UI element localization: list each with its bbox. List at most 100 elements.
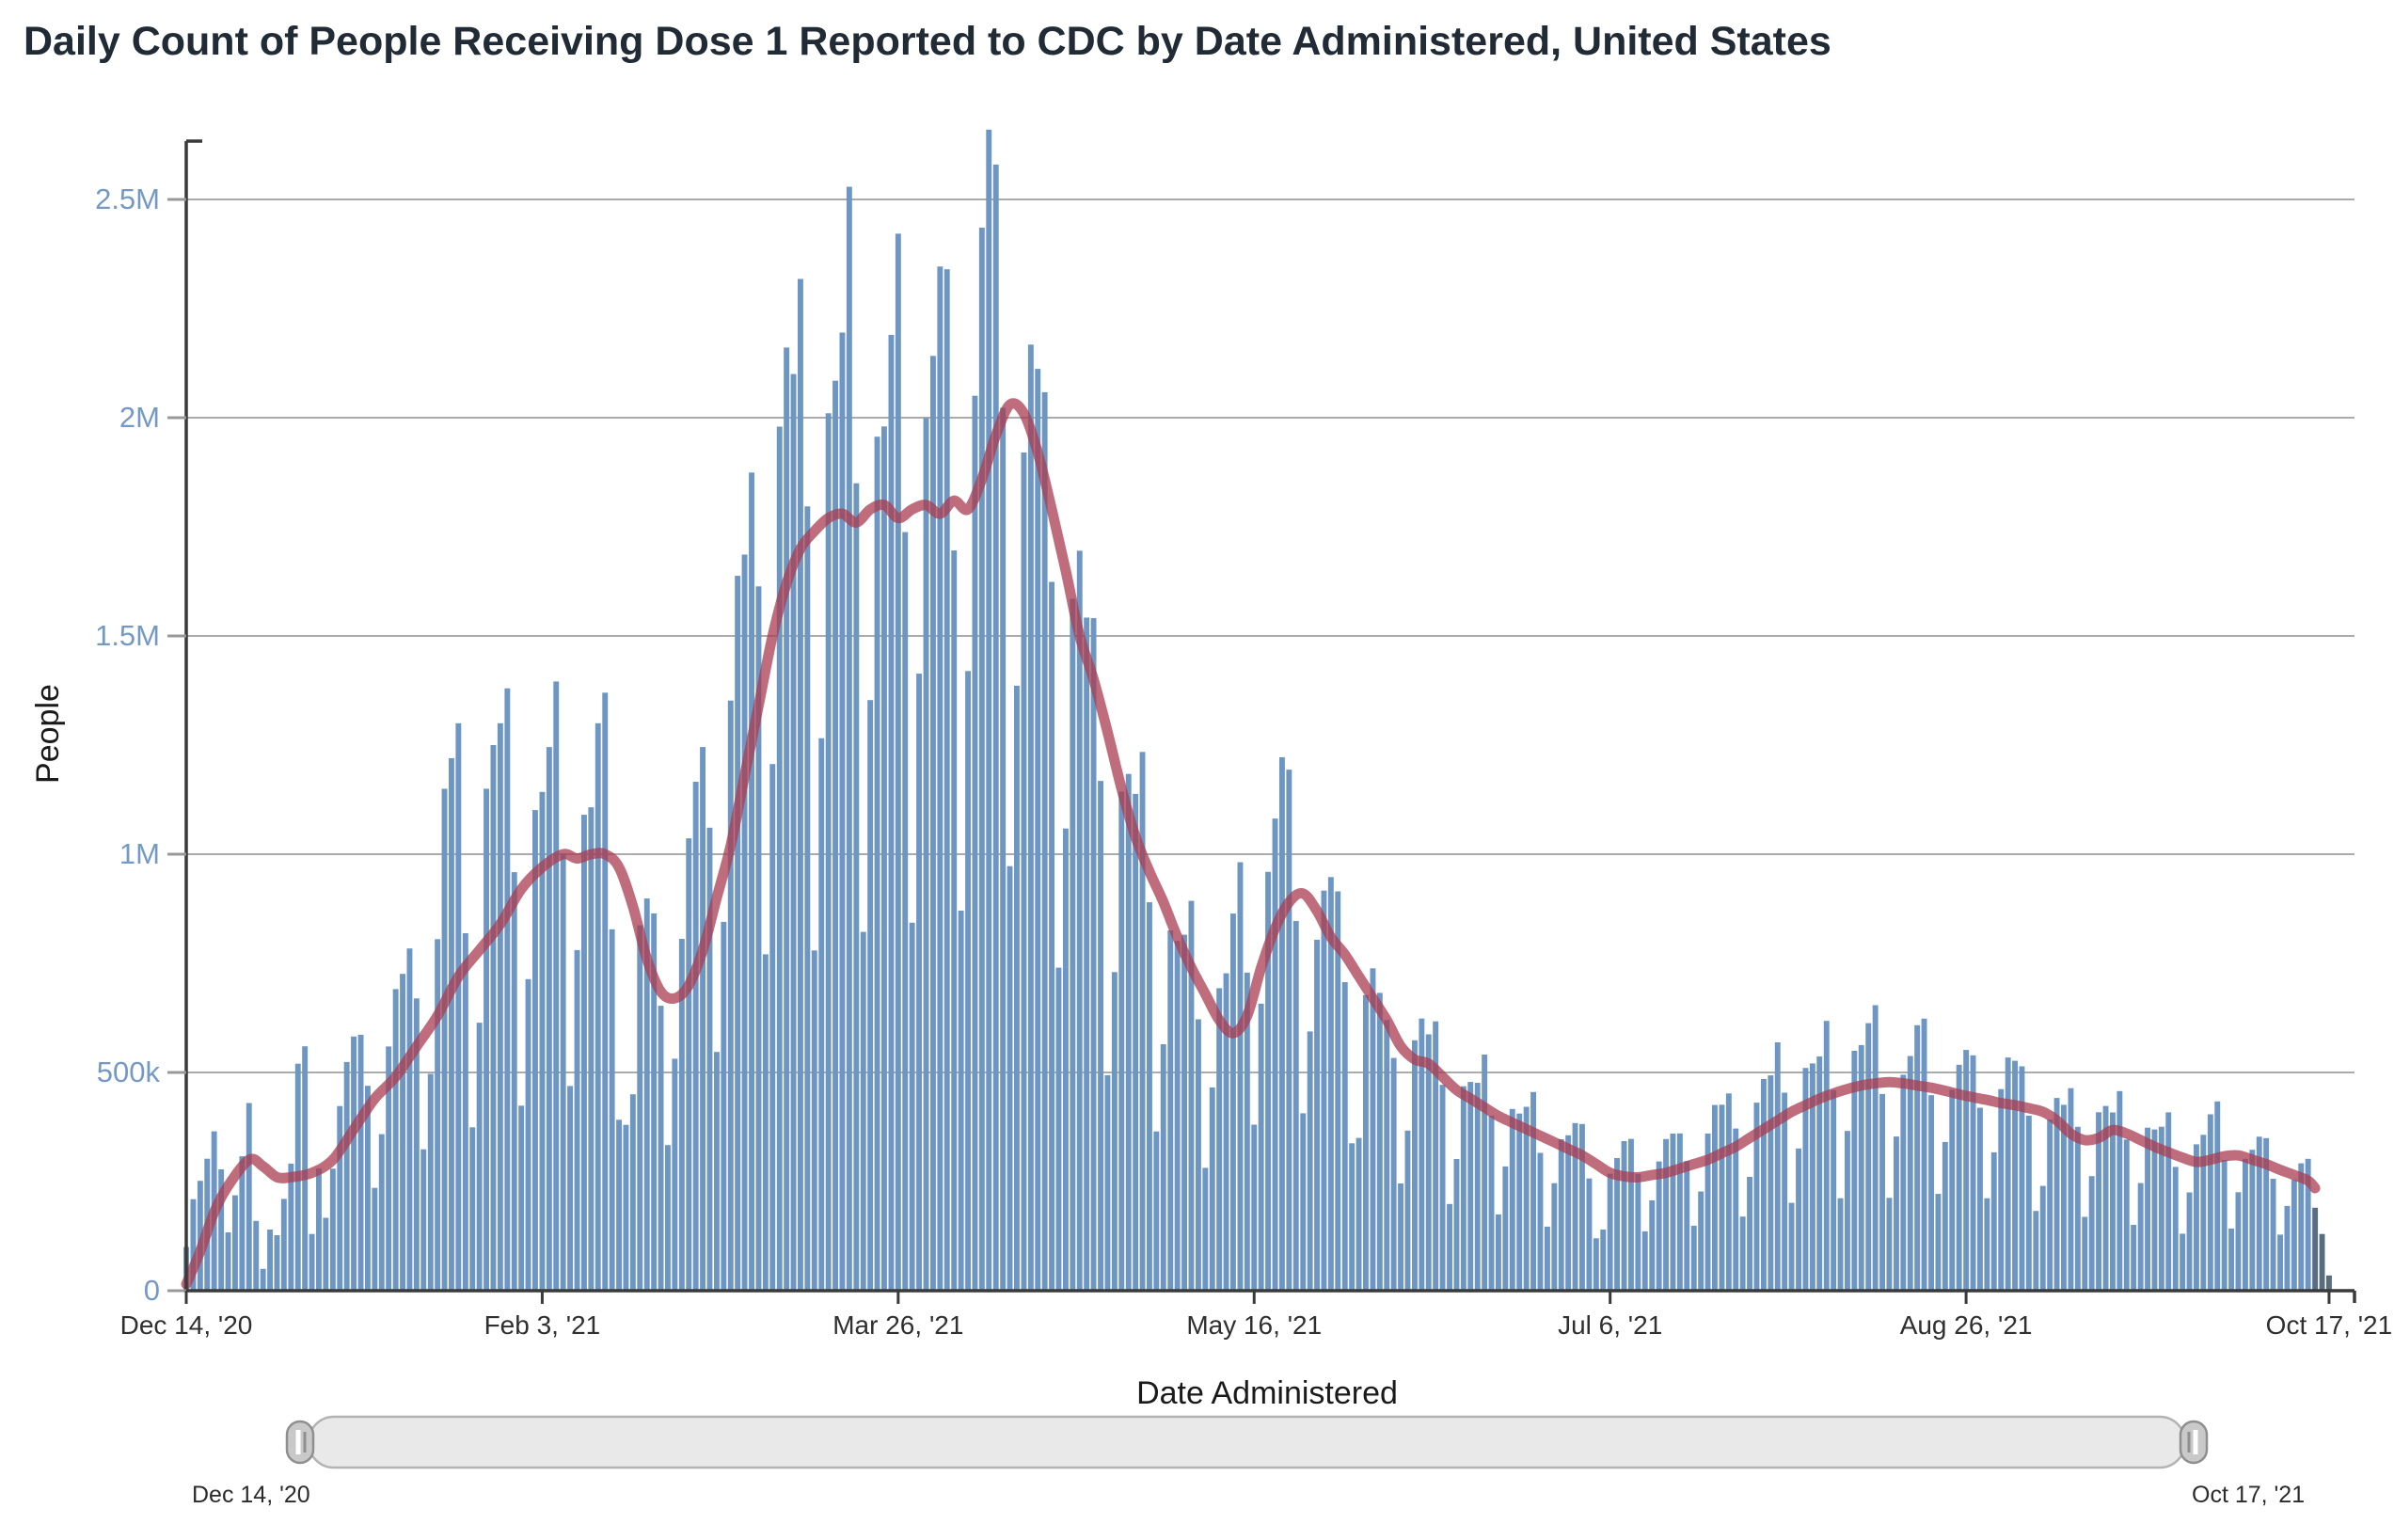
bar[interactable] <box>1698 1191 1704 1292</box>
bar[interactable] <box>2123 1139 2130 1291</box>
bar[interactable] <box>2061 1104 2067 1291</box>
bar[interactable] <box>2249 1150 2256 1291</box>
bar[interactable] <box>951 550 958 1291</box>
bar[interactable] <box>1335 891 1341 1292</box>
bar[interactable] <box>253 1220 260 1291</box>
bar[interactable] <box>1139 752 1146 1291</box>
bar[interactable] <box>1125 773 1132 1291</box>
bar[interactable] <box>2158 1126 2164 1291</box>
bar[interactable] <box>1216 988 1223 1291</box>
bar[interactable] <box>1384 1020 1390 1291</box>
bar[interactable] <box>302 1046 309 1291</box>
bar[interactable] <box>755 586 762 1291</box>
bar[interactable] <box>239 1156 246 1291</box>
bar[interactable] <box>2298 1163 2305 1291</box>
bar[interactable] <box>706 827 713 1291</box>
bar[interactable] <box>1474 1083 1481 1291</box>
bar[interactable] <box>2117 1090 2123 1291</box>
bar[interactable] <box>2096 1112 2101 1291</box>
bar[interactable] <box>280 1199 287 1291</box>
bar[interactable] <box>958 911 964 1291</box>
bar[interactable] <box>1704 1133 1711 1291</box>
bar[interactable] <box>1202 1167 1209 1291</box>
range-slider-track[interactable] <box>307 1415 2187 1469</box>
bar[interactable] <box>1579 1123 1585 1291</box>
bar[interactable] <box>1523 1106 1530 1292</box>
bar[interactable] <box>825 413 832 1291</box>
bar[interactable] <box>1237 862 1244 1292</box>
bar[interactable] <box>2180 1233 2186 1291</box>
bar[interactable] <box>1621 1141 1627 1291</box>
bar[interactable] <box>1635 1173 1641 1291</box>
bar[interactable] <box>616 1119 622 1291</box>
bar[interactable] <box>860 931 866 1291</box>
bar[interactable] <box>986 129 992 1291</box>
bar[interactable] <box>2012 1060 2018 1291</box>
bar[interactable] <box>2074 1126 2081 1291</box>
bar[interactable] <box>1900 1074 1907 1291</box>
bar[interactable] <box>574 949 580 1291</box>
bar[interactable] <box>811 950 817 1291</box>
bar[interactable] <box>267 1230 273 1291</box>
bar[interactable] <box>1551 1183 1558 1291</box>
bar[interactable] <box>1098 781 1103 1291</box>
bar[interactable] <box>1174 941 1181 1291</box>
bar[interactable] <box>978 228 985 1291</box>
bar[interactable] <box>888 335 895 1291</box>
bar[interactable] <box>1390 1057 1397 1291</box>
bar[interactable] <box>1788 1202 1795 1291</box>
bar[interactable] <box>1076 550 1083 1291</box>
bar[interactable] <box>874 437 880 1291</box>
bar[interactable] <box>1628 1138 1634 1291</box>
bar[interactable] <box>1272 818 1278 1291</box>
bar[interactable] <box>1251 1124 1258 1292</box>
bar[interactable] <box>1739 1216 1746 1291</box>
bar[interactable] <box>1063 828 1069 1291</box>
bar[interactable] <box>518 1105 525 1291</box>
bar[interactable] <box>2068 1088 2074 1291</box>
bar[interactable] <box>804 506 811 1291</box>
bar[interactable] <box>1802 1068 1809 1291</box>
bar[interactable] <box>798 278 803 1292</box>
range-slider[interactable]: Dec 14, '20 Oct 17, '21 <box>192 1415 2305 1508</box>
bar[interactable] <box>392 989 399 1291</box>
bar[interactable] <box>643 898 650 1291</box>
bar[interactable] <box>909 922 915 1291</box>
bar[interactable] <box>2221 1160 2228 1291</box>
bar[interactable] <box>1879 1093 1885 1291</box>
bar[interactable] <box>1558 1139 1564 1291</box>
bar[interactable] <box>1496 1214 1501 1291</box>
bar[interactable] <box>1572 1122 1578 1291</box>
bar[interactable] <box>943 269 950 1292</box>
bar[interactable] <box>2326 1275 2332 1291</box>
bar[interactable] <box>1049 581 1054 1292</box>
bar[interactable] <box>413 998 420 1291</box>
bar[interactable] <box>1690 1225 1697 1291</box>
bar[interactable] <box>343 1061 350 1291</box>
bar[interactable] <box>784 347 790 1291</box>
bar[interactable] <box>1537 1152 1544 1292</box>
bar[interactable] <box>735 576 741 1291</box>
bar[interactable] <box>309 1233 315 1291</box>
bar[interactable] <box>2319 1233 2325 1291</box>
bar[interactable] <box>1712 1104 1718 1291</box>
bar[interactable] <box>2131 1225 2137 1291</box>
bar[interactable] <box>476 1023 483 1291</box>
bar[interactable] <box>1768 1075 1774 1291</box>
bar[interactable] <box>1823 1021 1830 1291</box>
bar[interactable] <box>1886 1198 1893 1291</box>
bar[interactable] <box>2270 1179 2276 1291</box>
bar[interactable] <box>1837 1198 1844 1291</box>
bar[interactable] <box>1663 1138 1669 1291</box>
bar[interactable] <box>721 921 727 1291</box>
bar[interactable] <box>378 1134 385 1291</box>
bar[interactable] <box>1460 1086 1467 1291</box>
bar[interactable] <box>357 1035 364 1291</box>
bar[interactable] <box>2172 1167 2179 1291</box>
bar[interactable] <box>1753 1103 1760 1291</box>
bar[interactable] <box>197 1181 203 1291</box>
bar[interactable] <box>937 266 943 1291</box>
bar[interactable] <box>741 554 748 1292</box>
bar[interactable] <box>1656 1161 1662 1291</box>
bar[interactable] <box>1196 1019 1201 1292</box>
